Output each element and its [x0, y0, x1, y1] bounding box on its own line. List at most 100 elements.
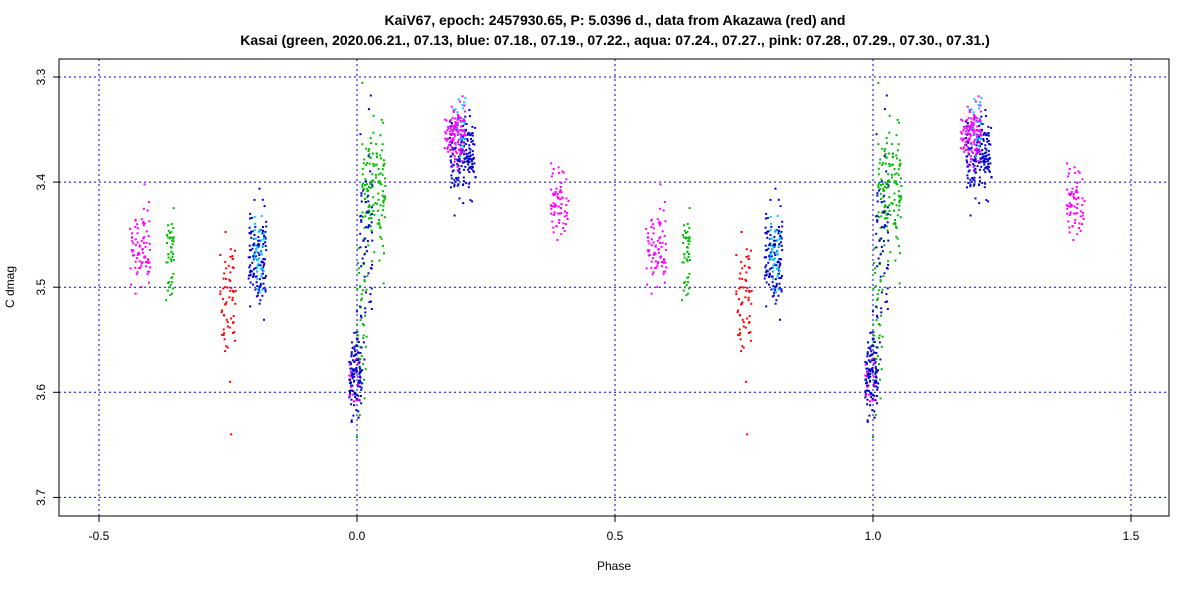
series-green [165, 81, 903, 438]
data-point [1081, 223, 1083, 226]
data-point [248, 266, 251, 269]
y-tick-label: 3.3 [34, 68, 48, 85]
data-point [252, 274, 255, 277]
data-point [890, 173, 893, 176]
data-point [472, 158, 475, 161]
data-point [873, 362, 876, 365]
data-point [367, 186, 370, 188]
data-point [750, 289, 753, 292]
data-point [982, 139, 985, 142]
data-point [382, 196, 385, 199]
data-point [864, 390, 867, 392]
data-point [777, 267, 779, 270]
data-point [146, 209, 149, 212]
data-point [865, 382, 867, 385]
data-point [776, 215, 779, 217]
data-point [871, 344, 874, 347]
data-point [989, 162, 992, 165]
data-point [370, 179, 373, 182]
data-point [987, 160, 990, 163]
data-point [774, 254, 777, 256]
data-point [455, 177, 458, 179]
data-point [768, 257, 771, 260]
data-point [896, 214, 899, 217]
data-point [559, 198, 562, 201]
data-point [443, 147, 446, 150]
data-point [976, 148, 979, 151]
data-point [131, 250, 134, 253]
data-point [741, 318, 744, 321]
data-point [145, 230, 148, 233]
data-point [359, 232, 362, 235]
data-point [461, 160, 464, 163]
data-point [780, 241, 783, 244]
data-point [141, 251, 144, 254]
data-point [472, 170, 475, 173]
data-point [988, 156, 991, 159]
data-point [778, 266, 781, 269]
data-point [867, 346, 870, 349]
data-point [770, 222, 773, 225]
data-point [262, 258, 265, 260]
data-point [773, 251, 776, 254]
data-point [167, 224, 169, 227]
data-point [135, 273, 138, 276]
data-point [451, 116, 454, 119]
data-point [778, 226, 780, 228]
data-point [962, 147, 965, 150]
data-point [688, 253, 691, 255]
data-point [224, 260, 227, 263]
data-point [1075, 212, 1077, 215]
data-point [967, 164, 970, 167]
data-point [256, 270, 258, 273]
data-point [883, 205, 886, 208]
data-point [980, 96, 983, 99]
data-point [1068, 168, 1071, 170]
data-point [249, 212, 252, 215]
data-point [887, 152, 890, 155]
data-point [895, 225, 898, 228]
data-point [368, 211, 371, 214]
data-point [750, 249, 752, 252]
data-point [254, 225, 257, 228]
data-point [978, 124, 981, 127]
data-point [875, 395, 878, 397]
data-point [463, 153, 465, 156]
data-point [225, 301, 228, 304]
data-point [224, 286, 227, 289]
data-point [664, 220, 667, 223]
data-point [885, 136, 888, 139]
data-point [978, 183, 981, 186]
data-point [900, 195, 902, 198]
data-point [456, 111, 459, 114]
data-point [1076, 202, 1079, 205]
data-point [899, 162, 902, 165]
data-point [171, 239, 174, 242]
data-point [358, 414, 361, 417]
data-point [349, 392, 351, 395]
data-point [256, 246, 259, 249]
data-point [663, 235, 666, 237]
data-point [739, 338, 742, 341]
data-point [259, 284, 262, 287]
data-point [898, 121, 901, 124]
data-point [449, 149, 451, 152]
data-point [259, 291, 262, 294]
data-point [974, 100, 977, 103]
data-point [768, 274, 771, 277]
data-point [654, 245, 657, 248]
data-point [451, 140, 454, 143]
data-point [453, 148, 456, 150]
data-point [972, 168, 975, 171]
data-point [659, 222, 662, 225]
data-point [656, 264, 659, 267]
data-point [686, 230, 689, 233]
data-point [461, 141, 464, 144]
data-point [888, 165, 891, 168]
data-point [465, 149, 468, 151]
data-point [881, 180, 883, 183]
data-point [962, 129, 965, 132]
data-point [770, 254, 773, 257]
data-point [452, 109, 455, 112]
data-point [372, 210, 375, 212]
